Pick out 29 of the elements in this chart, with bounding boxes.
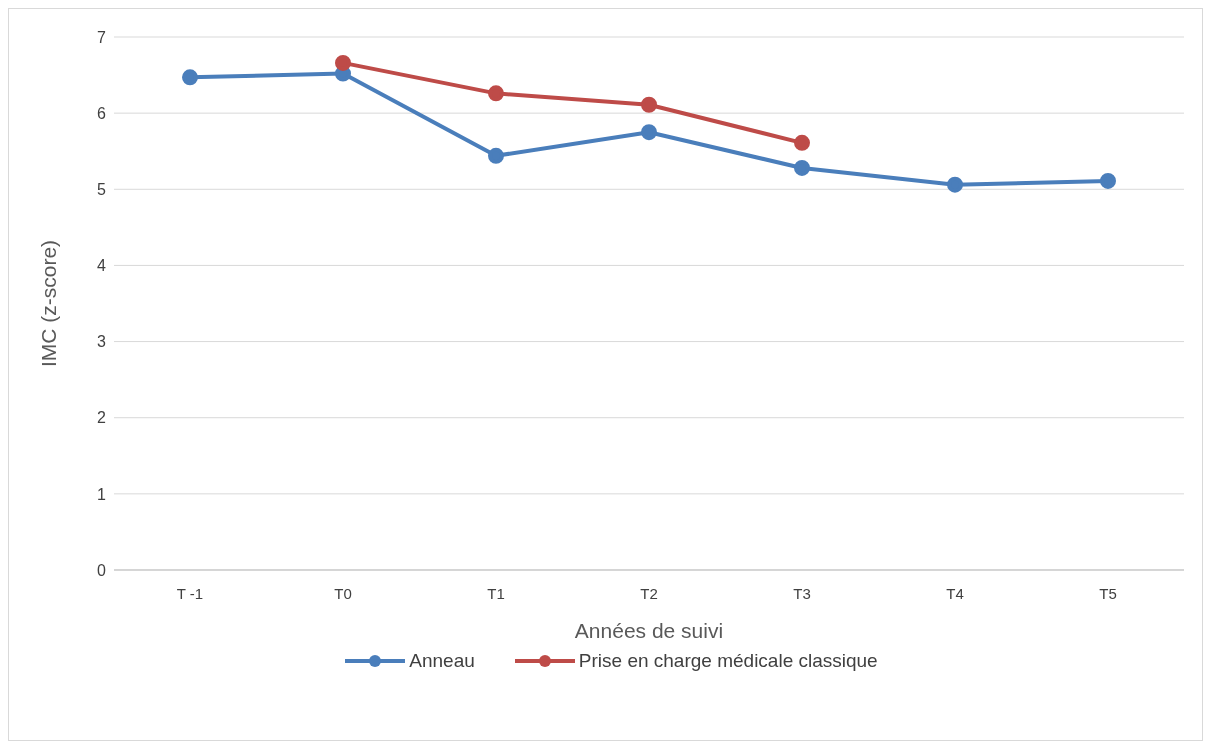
legend-label: Prise en charge médicale classique: [577, 650, 878, 672]
point: [641, 124, 657, 141]
y-tick-label: 4: [97, 257, 107, 275]
y-tick-label: 2: [97, 409, 107, 427]
y-tick-label: 0: [97, 561, 107, 579]
x-tick-label: T0: [334, 584, 352, 602]
legend-label: Anneau: [408, 650, 475, 672]
x-tick-label: T5: [1099, 584, 1117, 602]
y-tick-label: 5: [97, 180, 107, 198]
point: [488, 85, 504, 102]
y-tick-label: 7: [97, 28, 107, 46]
x-axis-title: Années de suivi: [574, 619, 724, 642]
point: [641, 96, 657, 113]
x-tick-label: T3: [793, 584, 811, 602]
point: [335, 54, 351, 71]
point: [794, 159, 810, 176]
y-tick-label: 6: [97, 104, 107, 122]
x-tick-label: T -1: [176, 584, 204, 602]
point: [488, 147, 504, 164]
y-tick-label: 3: [97, 333, 107, 351]
y-axis-title: IMC (z-score): [37, 239, 61, 368]
point: [947, 176, 963, 193]
y-tick-label: 1: [97, 485, 107, 503]
x-tick-label: T4: [946, 584, 964, 602]
point: [1100, 172, 1116, 189]
point: [794, 134, 810, 151]
x-tick-label: T1: [487, 584, 505, 602]
point: [182, 69, 198, 86]
x-tick-label: T2: [640, 584, 658, 602]
